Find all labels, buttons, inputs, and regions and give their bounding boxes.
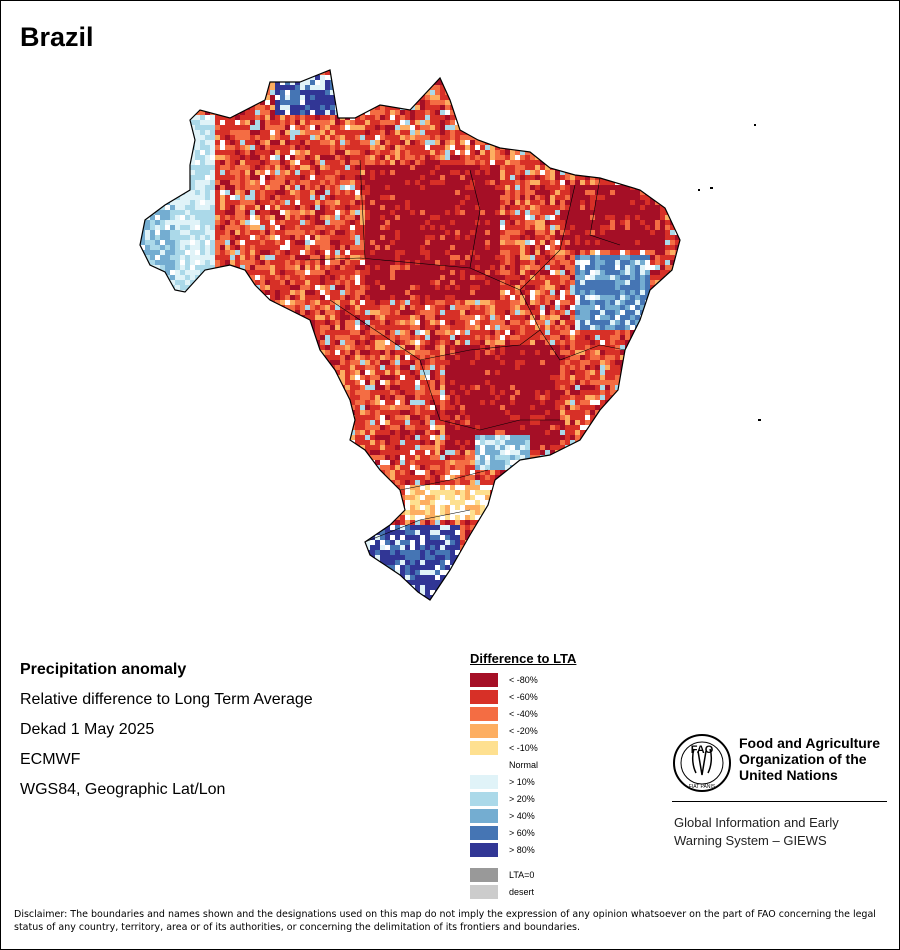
giews-line1: Global Information and Early [674,815,839,830]
disclaimer: Disclaimer: The boundaries and names sho… [14,909,876,933]
fao-name: Food and Agriculture Organization of the… [739,735,880,783]
precipitation-anomaly-map [139,69,761,601]
legend-label: > 10% [509,776,535,787]
legend-swatch [470,808,498,823]
legend-item-row: > 20% [470,790,576,807]
fao-name-line2: Organization of the [739,751,867,767]
legend-item-row: > 10% [470,773,576,790]
legend-item-row: Normal [470,756,576,773]
info-line2: Dekad 1 May 2025 [20,721,155,738]
legend-swatch [470,867,498,882]
anomaly-raster [140,70,680,600]
fao-logo-icon: FAO FIAT PANIS [673,734,731,792]
legend-label: desert [509,886,535,897]
divider [672,801,887,802]
fao-logo-text: FAO [691,744,714,756]
legend-item-row: < -80% [470,671,576,688]
legend: Difference to LTA < -80% < -60% < -40% < -2… [470,651,576,900]
legend-label: < -80% [509,674,538,685]
info-line4: WGS84, Geographic Lat/Lon [20,781,226,798]
legend-swatch [470,689,498,704]
legend-label: LTA=0 [509,869,535,880]
legend-item-row: < -20% [470,722,576,739]
legend-swatch [470,740,498,755]
info-heading: Precipitation anomaly [20,661,187,678]
fao-name-line1: Food and Agriculture [739,735,881,751]
map-title: Brazil [20,22,94,52]
legend-swatch [470,758,498,772]
fao-logo-motto: FIAT PANIS [689,784,716,790]
legend-item-row: < -10% [470,739,576,756]
legend-item-row: > 80% [470,841,576,858]
legend-item-row: > 60% [470,824,576,841]
legend-extra-item-row: desert [470,883,576,900]
legend-items: < -80% < -60% < -40% < -20% < -10% Normal > 10… [470,671,576,858]
legend-label: > 40% [509,810,535,821]
legend-label: > 20% [509,793,535,804]
legend-label: < -60% [509,691,538,702]
fao-name-line3: United Nations [739,767,838,783]
islands [698,124,761,421]
legend-swatch [470,774,498,789]
legend-item-row: < -40% [470,705,576,722]
legend-label: < -10% [509,742,538,753]
legend-swatch [470,825,498,840]
legend-extra-items: LTA=0 desert [470,866,576,900]
legend-swatch [470,884,498,899]
legend-swatch [470,791,498,806]
legend-label: < -20% [509,725,538,736]
info-line3: ECMWF [20,751,81,768]
legend-label: < -40% [509,708,538,719]
giews-name: Global Information and Early Warning Sys… [674,814,839,850]
legend-item-row: > 40% [470,807,576,824]
legend-title: Difference to LTA [470,651,577,666]
legend-swatch [470,842,498,857]
legend-label: > 80% [509,844,535,855]
legend-extra-item-row: LTA=0 [470,866,576,883]
legend-label: Normal [509,759,539,770]
legend-swatch [470,723,498,738]
legend-label: > 60% [509,827,535,838]
legend-swatch [470,706,498,721]
info-line1: Relative difference to Long Term Average [20,691,313,708]
state-boundaries [304,159,626,543]
legend-swatch [470,672,498,687]
giews-line2: Warning System – GIEWS [674,833,827,848]
map-info: Precipitation anomaly Relative differenc… [20,655,313,805]
legend-item-row: < -60% [470,688,576,705]
